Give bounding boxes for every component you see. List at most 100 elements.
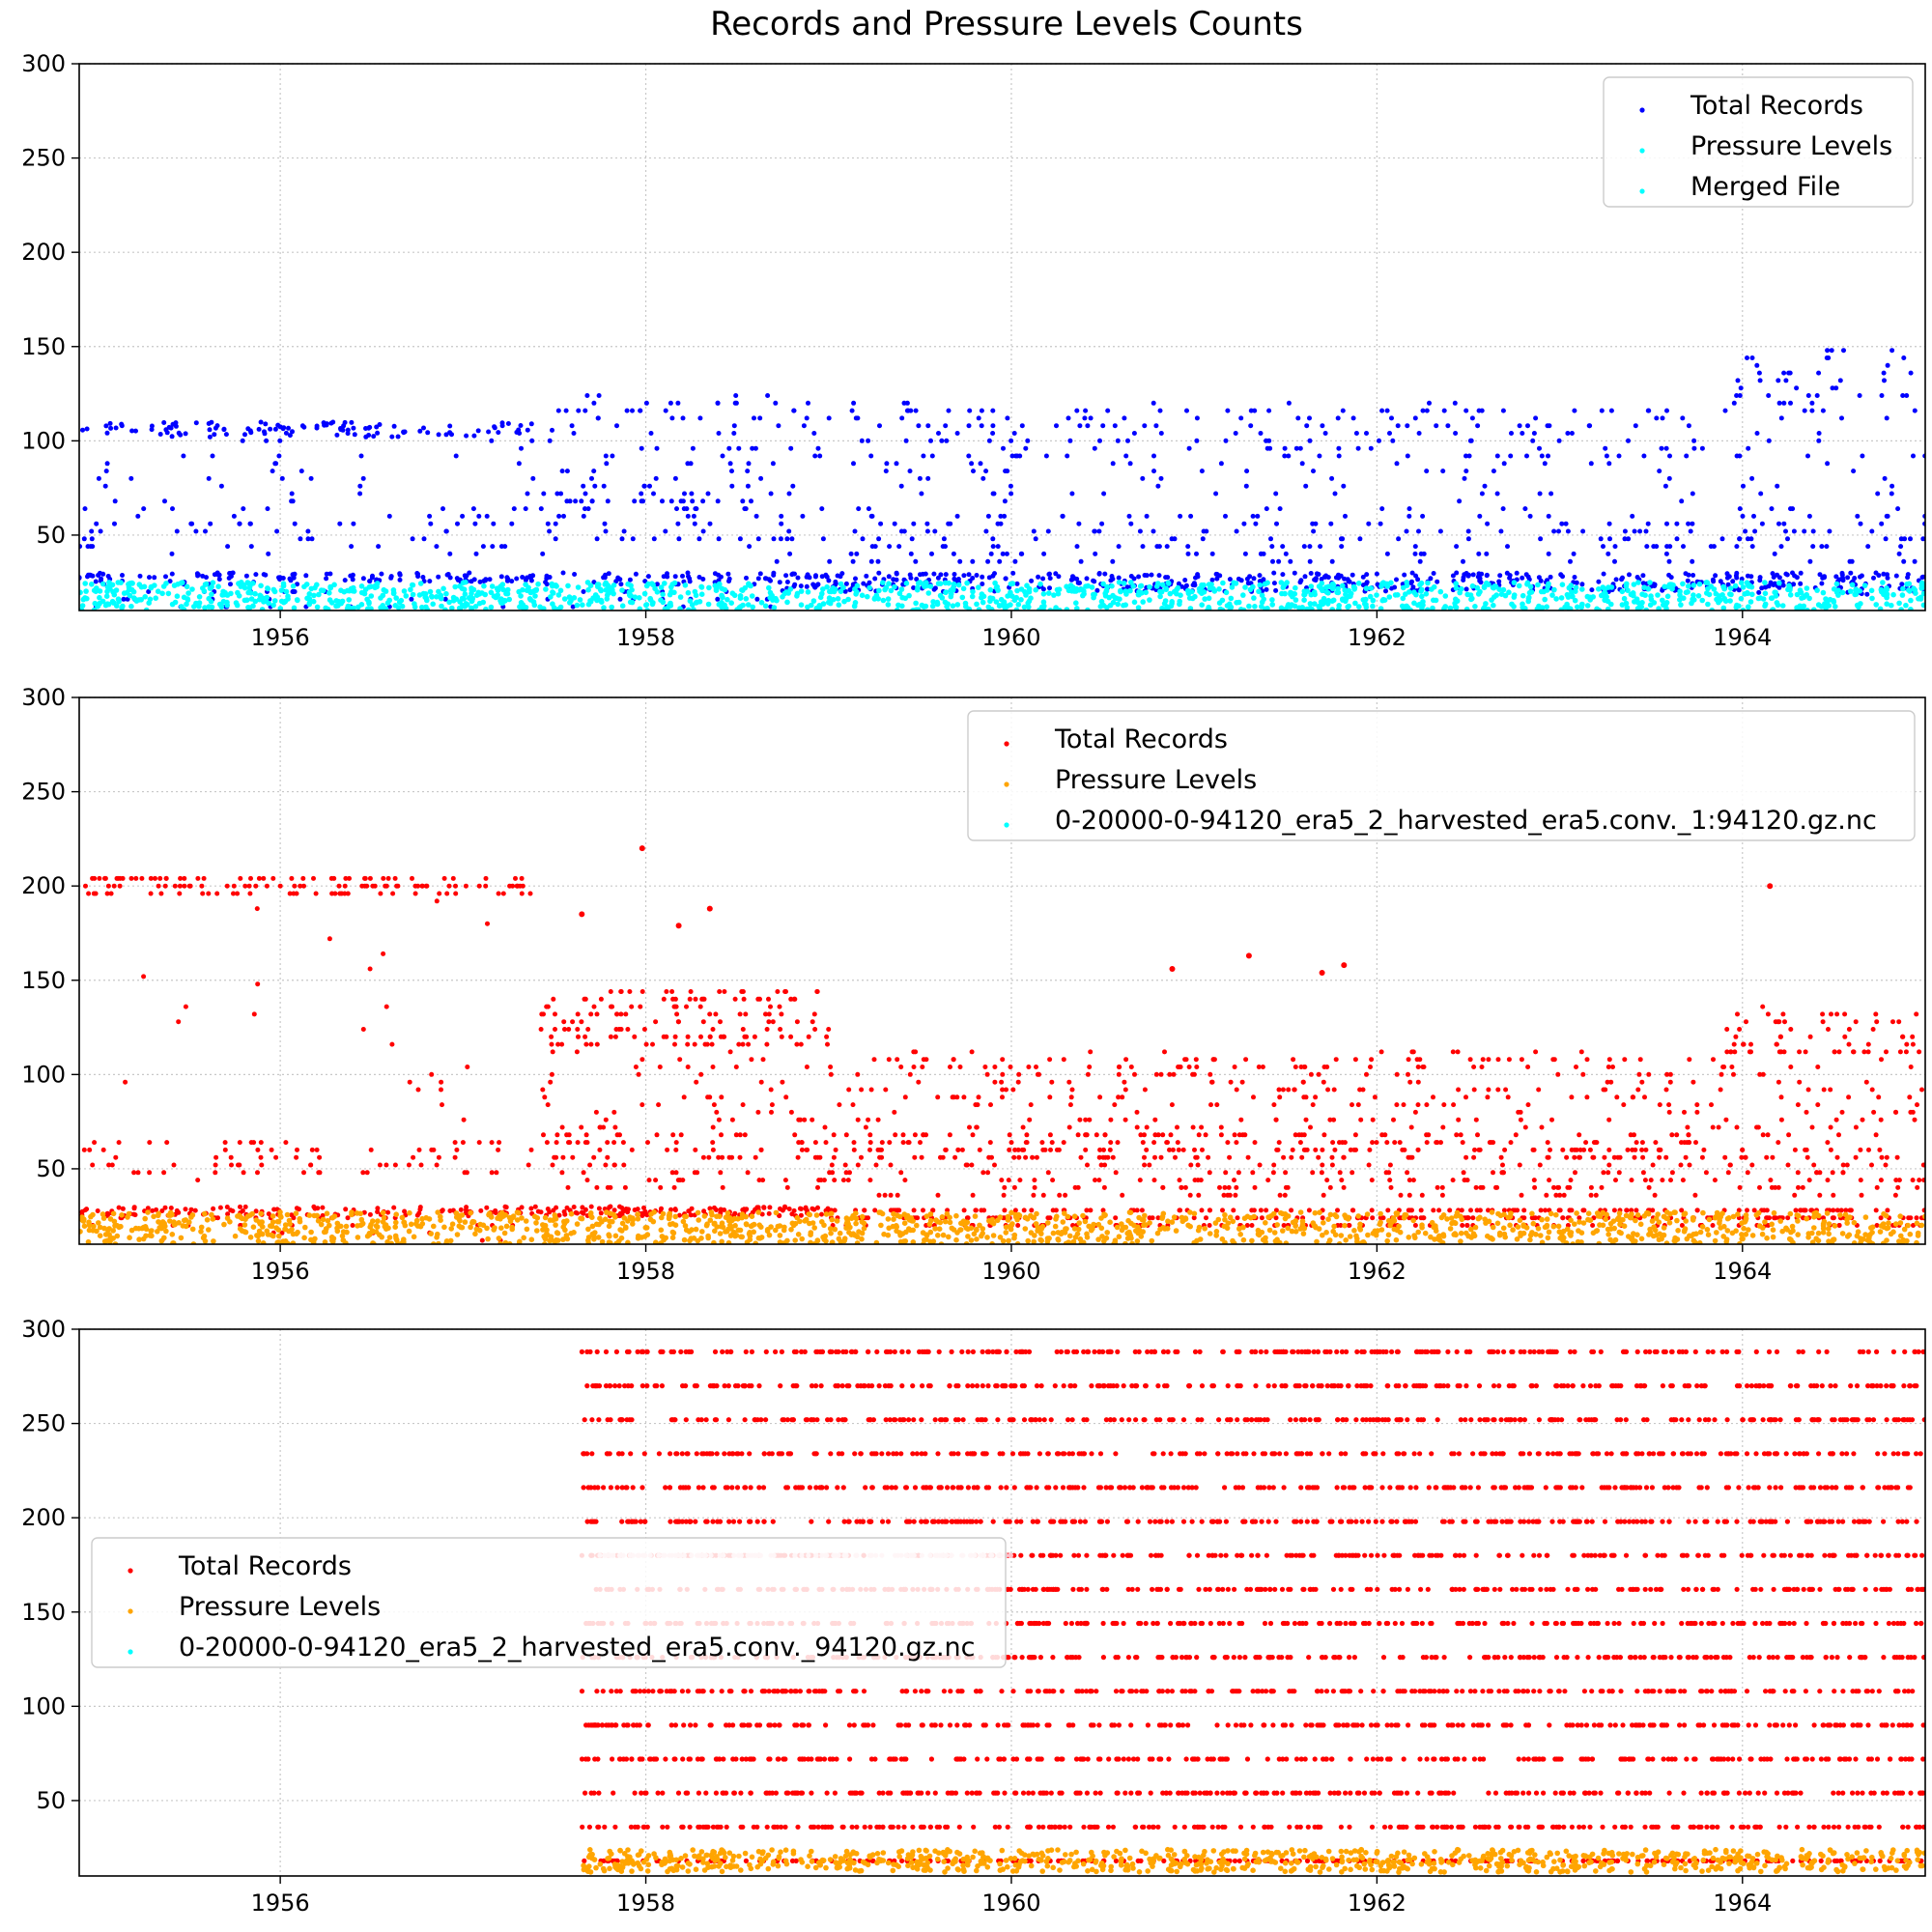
data-point	[1727, 585, 1734, 591]
data-point	[749, 593, 755, 599]
data-point	[1634, 575, 1640, 580]
data-point	[375, 1206, 381, 1211]
data-point	[1235, 1215, 1240, 1221]
data-point	[1778, 1094, 1784, 1100]
data-point	[1437, 588, 1444, 595]
data-point	[149, 423, 155, 429]
data-point	[538, 1027, 544, 1032]
data-point	[415, 883, 421, 889]
data-point	[1002, 498, 1008, 504]
data-point	[637, 595, 642, 601]
data-point	[517, 431, 523, 436]
data-point	[314, 425, 320, 431]
data-point	[1674, 521, 1680, 526]
data-point	[1286, 1087, 1292, 1093]
data-point	[1069, 491, 1075, 497]
data-point	[1589, 587, 1595, 593]
data-point	[716, 1154, 722, 1160]
data-point	[1645, 408, 1651, 413]
data-point	[566, 1140, 571, 1146]
data-point	[805, 572, 810, 578]
data-point	[82, 506, 88, 512]
data-point	[548, 594, 554, 600]
data-point	[1879, 393, 1885, 398]
data-point	[1501, 461, 1507, 467]
data-point	[391, 1205, 397, 1210]
data-point	[597, 1147, 603, 1152]
data-point	[898, 1065, 904, 1069]
data-point	[1137, 1178, 1143, 1183]
data-point	[1461, 575, 1466, 581]
data-point	[1177, 1208, 1182, 1213]
data-point	[1089, 584, 1095, 590]
data-point	[970, 558, 976, 564]
data-point	[1885, 362, 1890, 368]
data-point	[1686, 423, 1691, 429]
data-point	[1450, 573, 1456, 579]
data-point	[1307, 415, 1312, 421]
data-point	[773, 400, 779, 406]
data-point	[550, 1162, 555, 1168]
data-point	[1074, 606, 1080, 611]
data-point	[264, 594, 270, 601]
data-point	[128, 603, 134, 610]
data-point	[1336, 453, 1342, 459]
data-point	[1350, 1170, 1355, 1176]
data-point	[415, 1087, 421, 1093]
data-point	[366, 599, 372, 606]
data-point	[1479, 491, 1485, 497]
data-point	[116, 598, 122, 605]
y-tick-label: 300	[21, 50, 66, 77]
data-point	[732, 996, 738, 1002]
data-point	[653, 1178, 659, 1183]
data-point	[147, 1170, 153, 1176]
data-point	[787, 551, 793, 556]
data-point	[861, 581, 867, 586]
data-point	[1014, 453, 1020, 459]
data-point	[1588, 1184, 1594, 1190]
data-point	[1009, 491, 1014, 497]
data-point	[271, 1207, 277, 1212]
data-point	[1297, 580, 1303, 585]
data-point	[324, 571, 329, 577]
data-point	[678, 1132, 684, 1138]
data-point	[716, 536, 722, 542]
data-point	[1453, 581, 1459, 586]
data-point	[452, 583, 459, 590]
data-point	[384, 1004, 389, 1009]
data-point	[575, 1140, 581, 1146]
data-point	[1200, 1147, 1205, 1152]
data-point	[585, 586, 591, 593]
data-point	[1555, 1071, 1561, 1077]
data-point	[258, 582, 264, 589]
data-point	[1514, 570, 1520, 576]
data-point	[1036, 574, 1041, 580]
data-point	[1096, 571, 1102, 576]
data-point	[841, 598, 847, 605]
data-point	[650, 1041, 655, 1047]
data-point	[1669, 1170, 1675, 1176]
data-point	[100, 1147, 106, 1152]
data-point	[884, 461, 890, 467]
data-point	[698, 591, 705, 597]
data-point	[1606, 461, 1612, 467]
data-point	[1200, 536, 1206, 542]
data-point	[1075, 1132, 1081, 1138]
data-point	[855, 1162, 861, 1168]
data-point	[782, 1178, 788, 1183]
data-point	[1137, 528, 1143, 534]
data-point	[1225, 1192, 1231, 1198]
data-point	[1624, 1208, 1630, 1213]
data-point	[795, 1154, 801, 1160]
data-point	[1220, 1208, 1225, 1213]
data-point	[398, 597, 405, 604]
data-point	[1207, 1170, 1212, 1176]
data-point	[733, 1065, 739, 1069]
data-point	[1889, 348, 1895, 354]
data-point	[481, 579, 487, 583]
data-point	[380, 603, 386, 609]
data-point	[922, 583, 927, 589]
data-point	[1007, 1132, 1012, 1138]
data-point	[496, 1147, 501, 1152]
data-point	[1270, 558, 1275, 564]
